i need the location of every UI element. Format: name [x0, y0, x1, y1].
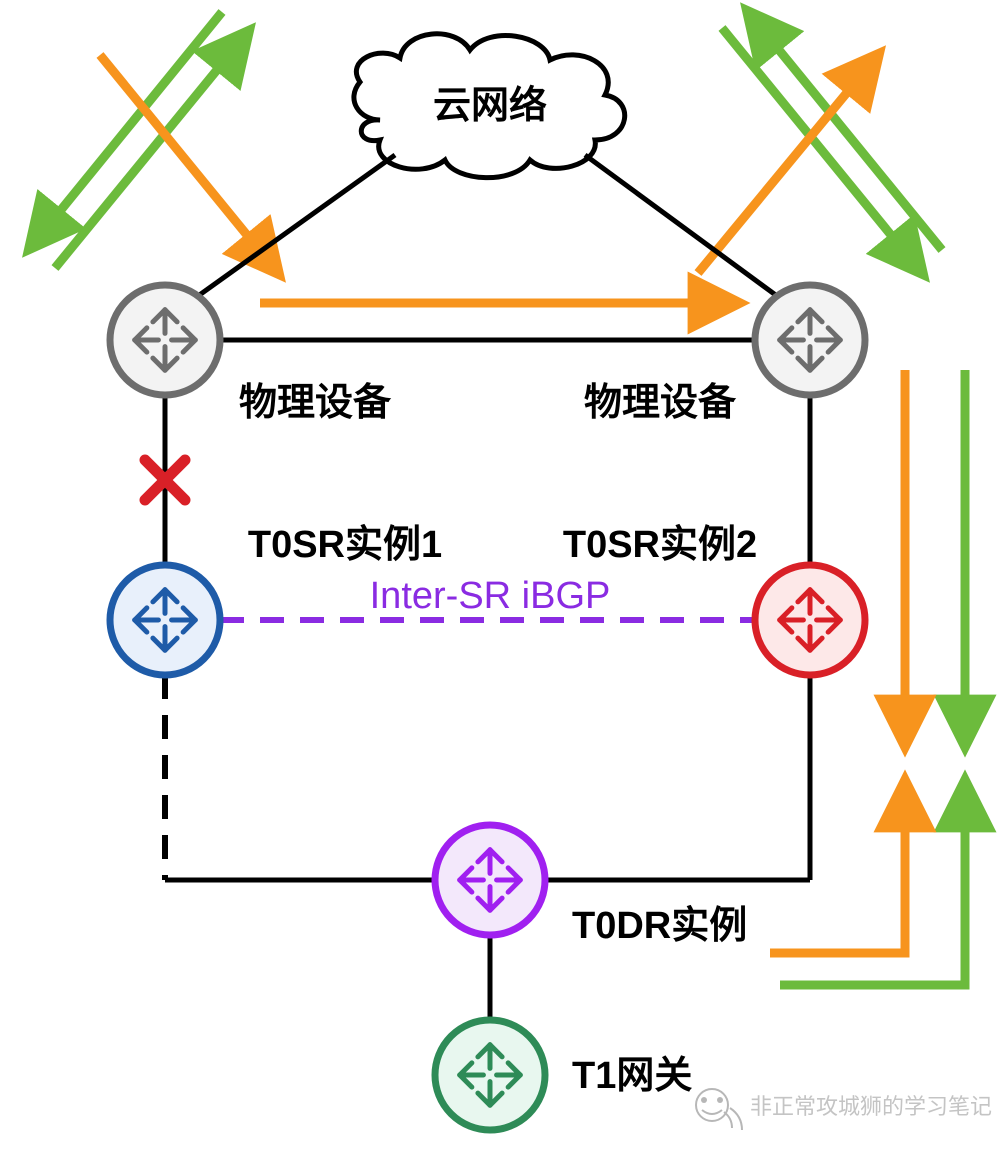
sr2-label: T0SR实例2 [563, 524, 757, 566]
flow-orange [100, 55, 905, 953]
ibgp-label: Inter-SR iBGP [370, 575, 611, 617]
router-t1 [435, 1020, 545, 1130]
cloud-label: 云网络 [433, 84, 547, 127]
watermark: 非正常攻城狮的学习笔记 [696, 1089, 992, 1130]
phys-left-label: 物理设备 [239, 382, 392, 424]
router-phys-r [755, 285, 865, 395]
svg-text:非正常攻城狮的学习笔记: 非正常攻城狮的学习笔记 [750, 1094, 992, 1119]
router-sr1 [110, 565, 220, 675]
dr-label: T0DR实例 [572, 905, 747, 947]
sr1-label: T0SR实例1 [248, 524, 442, 566]
t1-label: T1网关 [572, 1055, 692, 1097]
phys-right-label: 物理设备 [584, 382, 737, 424]
router-dr [435, 825, 545, 935]
router-sr2 [755, 565, 865, 675]
router-phys-l [110, 285, 220, 395]
